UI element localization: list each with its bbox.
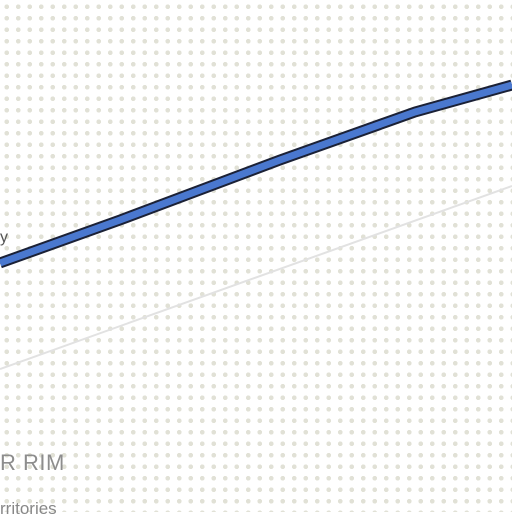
region-label: R RIM — [0, 450, 65, 475]
region-sublabel: rritories — [0, 499, 57, 518]
route-label: y — [0, 229, 8, 246]
boundary-line — [0, 185, 512, 370]
route-line[interactable] — [0, 81, 512, 267]
